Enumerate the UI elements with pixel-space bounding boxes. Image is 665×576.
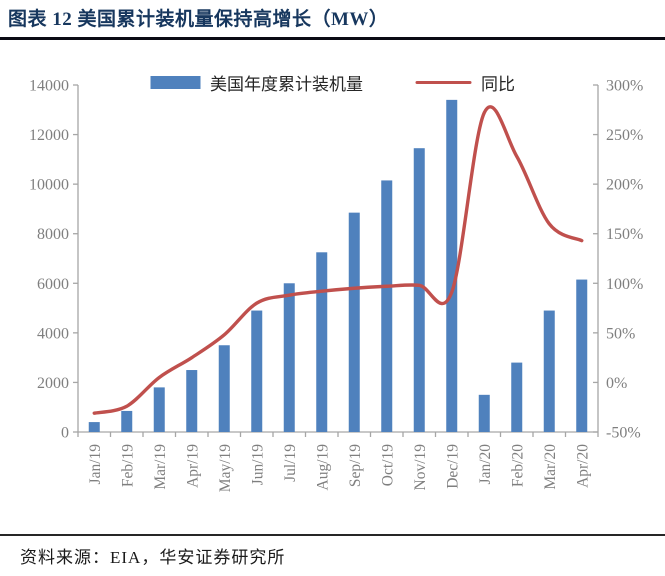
svg-text:250%: 250% — [606, 127, 643, 144]
svg-text:100%: 100% — [606, 276, 643, 293]
svg-text:Jun/19: Jun/19 — [249, 444, 266, 486]
svg-text:8000: 8000 — [37, 226, 69, 243]
svg-text:6000: 6000 — [37, 276, 69, 293]
line-series-swatch-icon — [415, 80, 471, 85]
bar-Jan/20 — [478, 394, 490, 432]
svg-text:Nov/19: Nov/19 — [412, 444, 429, 491]
bar-Oct/19 — [381, 180, 393, 432]
svg-text:Oct/19: Oct/19 — [379, 444, 396, 486]
bar-Feb/20 — [511, 362, 523, 432]
svg-text:Dec/19: Dec/19 — [444, 444, 461, 489]
bar-Mar/20 — [543, 310, 555, 432]
combo-chart: 0 2000 4000 6000 8000 10000 12000 14000 -50% 0% 50… — [29, 78, 643, 493]
svg-text:0: 0 — [61, 425, 69, 442]
y-axis-right: -50% 0% 50% 100% 150% 200% 250% 300% — [593, 78, 643, 442]
chart-legend: 美国年度累计装机量 同比 — [150, 70, 515, 95]
svg-text:4000: 4000 — [37, 325, 69, 342]
svg-text:Jan/20: Jan/20 — [477, 444, 494, 485]
svg-text:Jul/19: Jul/19 — [282, 444, 299, 482]
bar-Mar/19 — [153, 387, 165, 432]
bar-series-swatch-icon — [150, 76, 200, 89]
svg-text:14000: 14000 — [29, 78, 69, 95]
bar-Jan/19 — [88, 422, 100, 432]
bar-Jul/19 — [283, 283, 295, 432]
svg-text:Sep/19: Sep/19 — [347, 444, 364, 487]
bar-Feb/19 — [121, 410, 133, 432]
bar-Aug/19 — [316, 252, 328, 432]
bar-May/19 — [218, 345, 230, 432]
legend-item-line-series: 同比 — [415, 70, 515, 95]
source-note: 资料来源：EIA，华安证券研究所 — [20, 548, 286, 567]
svg-text:50%: 50% — [606, 325, 635, 342]
svg-text:May/19: May/19 — [217, 444, 234, 492]
bar-Apr/19 — [186, 370, 198, 432]
x-axis-labels: Jan/19 Feb/19 Mar/19 Apr/19 May/19 Jun/19 Jul/… — [87, 444, 592, 492]
title-divider — [0, 37, 665, 40]
svg-text:Mar/20: Mar/20 — [542, 444, 559, 490]
figure-title: 图表 12 美国累计装机量保持高增长（MW） — [8, 9, 389, 30]
chart-area: 美国年度累计装机量 同比 0 2000 4000 6000 8000 10000 12000… — [0, 40, 665, 532]
svg-text:12000: 12000 — [29, 127, 69, 144]
svg-text:Jan/19: Jan/19 — [87, 444, 104, 485]
svg-text:Feb/19: Feb/19 — [119, 444, 136, 487]
bar-Apr/20 — [576, 279, 588, 432]
svg-text:2000: 2000 — [37, 375, 69, 392]
line-series-label: 同比 — [481, 75, 515, 94]
yoy-line — [92, 105, 584, 415]
svg-text:Mar/19: Mar/19 — [152, 444, 169, 490]
bar-Sep/19 — [348, 212, 360, 432]
bar-Nov/19 — [413, 148, 425, 432]
bar-Jun/19 — [251, 310, 263, 432]
y-axis-left: 0 2000 4000 6000 8000 10000 12000 14000 — [29, 78, 78, 442]
x-axis-ticks — [77, 432, 599, 437]
svg-text:Apr/20: Apr/20 — [574, 444, 591, 488]
svg-text:0%: 0% — [606, 375, 627, 392]
bar-series-label: 美国年度累计装机量 — [210, 75, 363, 94]
bar-Dec/19 — [446, 99, 458, 432]
svg-text:300%: 300% — [606, 78, 643, 95]
svg-text:200%: 200% — [606, 177, 643, 194]
footer-divider — [0, 534, 665, 536]
svg-text:10000: 10000 — [29, 177, 69, 194]
bar-series — [88, 99, 588, 432]
svg-text:-50%: -50% — [606, 425, 641, 442]
svg-text:Aug/19: Aug/19 — [314, 444, 331, 491]
svg-text:Apr/19: Apr/19 — [184, 444, 201, 488]
svg-text:Feb/20: Feb/20 — [509, 444, 526, 487]
svg-text:150%: 150% — [606, 226, 643, 243]
legend-item-bar-series: 美国年度累计装机量 — [150, 70, 363, 95]
